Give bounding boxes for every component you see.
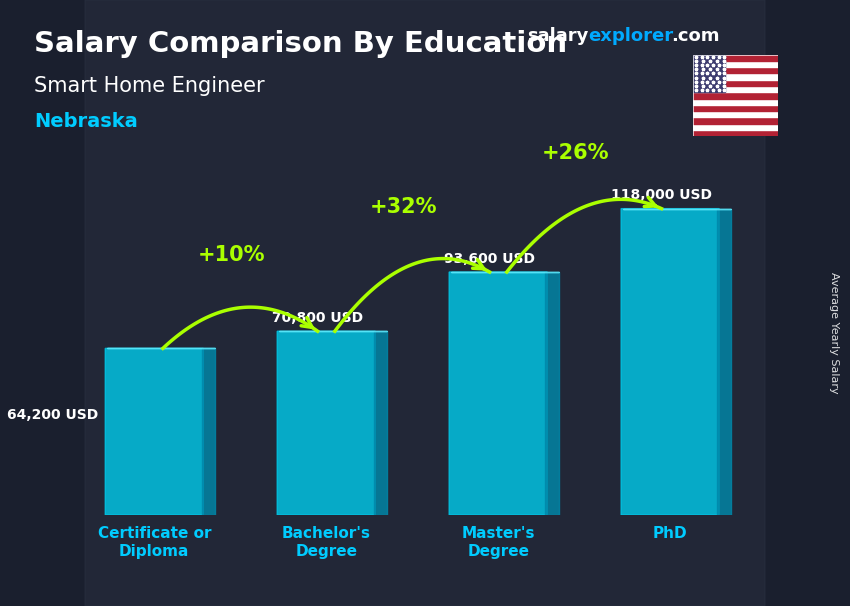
Text: +32%: +32% [370,197,438,217]
Bar [693,67,778,73]
Text: salary: salary [527,27,588,45]
FancyBboxPatch shape [105,348,203,515]
Polygon shape [546,272,559,515]
Text: +10%: +10% [198,245,265,265]
Polygon shape [717,208,731,515]
Text: Smart Home Engineer: Smart Home Engineer [34,76,264,96]
Text: explorer: explorer [588,27,673,45]
Bar [693,111,778,118]
Text: .com: .com [672,27,720,45]
Bar [693,80,778,86]
Bar [693,73,778,80]
Bar [693,130,778,136]
Text: Salary Comparison By Education: Salary Comparison By Education [34,30,567,58]
Text: 70,800 USD: 70,800 USD [272,311,363,325]
Text: 93,600 USD: 93,600 USD [444,251,536,265]
FancyBboxPatch shape [277,331,375,515]
Polygon shape [201,348,215,515]
Bar [693,92,778,99]
FancyBboxPatch shape [449,272,547,515]
Bar [693,124,778,130]
Bar [693,55,725,92]
Bar [693,61,778,67]
Text: Nebraska: Nebraska [34,112,138,131]
Text: 118,000 USD: 118,000 USD [611,188,712,202]
Bar [693,105,778,111]
Bar [693,55,778,61]
Polygon shape [373,331,388,515]
FancyBboxPatch shape [621,208,719,515]
Bar [693,86,778,92]
Text: Average Yearly Salary: Average Yearly Salary [829,273,839,394]
Text: 64,200 USD: 64,200 USD [7,408,99,422]
Text: +26%: +26% [541,143,609,163]
Bar [693,118,778,124]
Bar [693,99,778,105]
FancyBboxPatch shape [85,0,765,606]
